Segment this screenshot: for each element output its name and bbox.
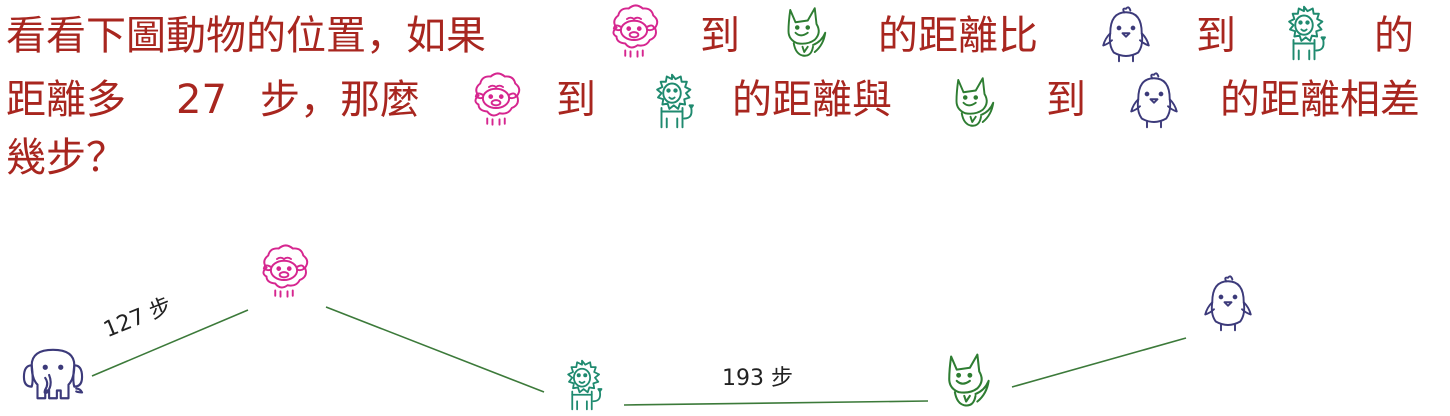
edge-fox-chick	[1011, 337, 1187, 388]
edge-elephant-sheep	[91, 309, 249, 377]
question-text: 到	[556, 77, 596, 123]
question-text: 到	[700, 13, 740, 59]
fox-icon	[948, 353, 990, 407]
question-text: 步，那麼	[260, 77, 420, 123]
chick-icon	[1204, 275, 1252, 332]
elephant-icon	[22, 348, 84, 400]
question-number: 27	[176, 77, 227, 123]
question-line-2: 距離多 27 步，那麼 到 的距離與 到 的距離相差	[6, 76, 1446, 124]
question-text: 的距離與	[732, 77, 892, 123]
edge-lion-fox	[623, 400, 929, 406]
question-text: 看看下圖動物的位置，如果	[6, 13, 486, 59]
question-text: 距離多	[6, 77, 126, 123]
edge-sheep-lion	[325, 306, 545, 393]
sheep-icon	[262, 244, 309, 298]
question-text: 的距離相差	[1220, 77, 1420, 123]
question-text: 的	[1374, 13, 1414, 59]
question-text: 幾步？	[6, 135, 126, 181]
distance-label-lion-fox: 193 步	[722, 366, 793, 391]
question-line-3: 幾步？	[6, 134, 306, 182]
question-line-1: 看看下圖動物的位置，如果 到 的距離比 到 的	[6, 12, 1446, 60]
question-text: 到	[1046, 77, 1086, 123]
question-text: 的距離比	[878, 13, 1038, 59]
question-text: 到	[1196, 13, 1236, 59]
lion-icon	[567, 359, 603, 411]
